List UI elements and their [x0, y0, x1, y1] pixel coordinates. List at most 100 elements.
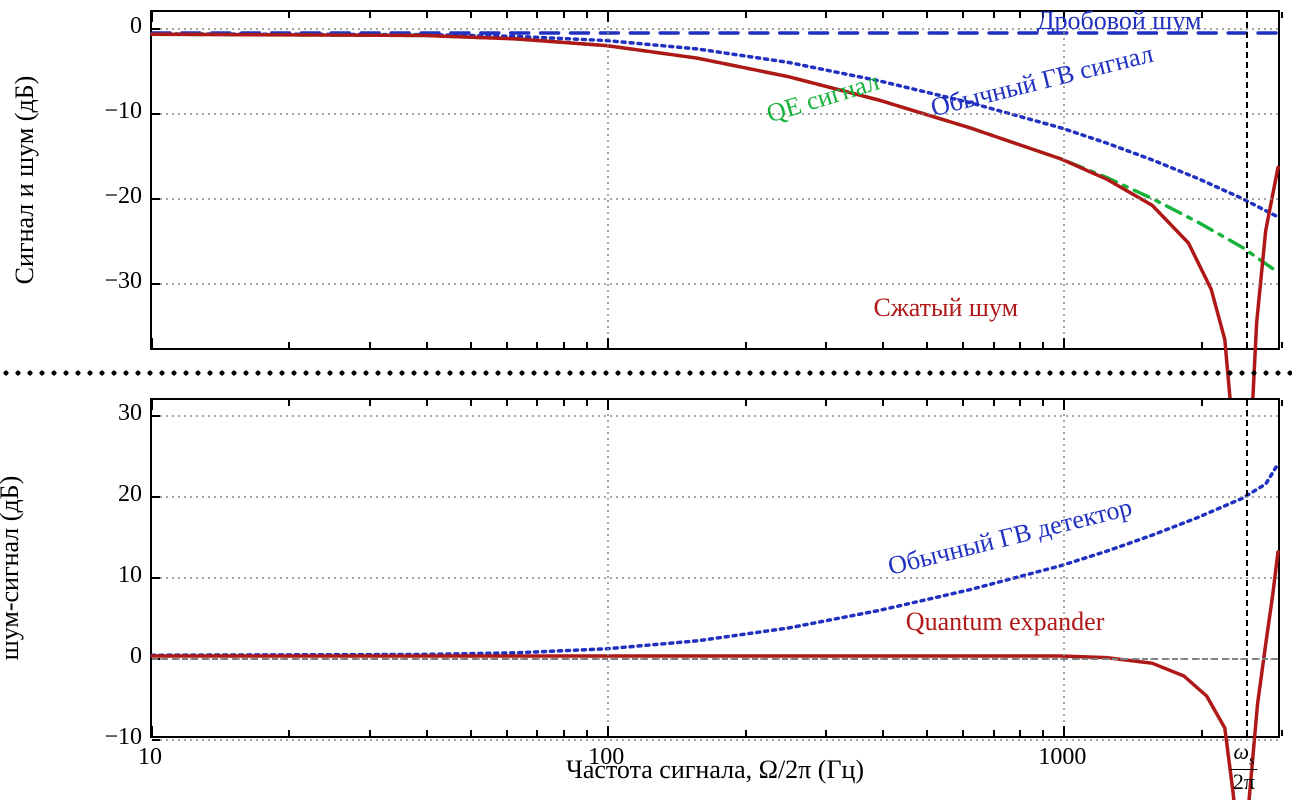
omega-s-marker-line	[1246, 400, 1248, 736]
x-minor-tick	[993, 730, 995, 736]
x-minor-tick	[1042, 730, 1044, 736]
x-minor-tick	[1042, 342, 1044, 348]
x-minor-tick	[470, 730, 472, 736]
gridline-v	[607, 12, 609, 348]
y-tick-label: 30	[118, 400, 142, 427]
x-minor-tick	[1201, 400, 1203, 406]
panel-divider	[0, 370, 1292, 376]
x-minor-tick	[882, 400, 884, 406]
figure: Дробовой шумОбычный ГВ сигналQE сигналСж…	[0, 0, 1292, 800]
x-minor-tick	[926, 730, 928, 736]
gridline-v	[607, 400, 609, 736]
x-minor-tick	[288, 12, 290, 18]
x-tick-label: 10	[138, 744, 162, 771]
y-axis-title-line: шум-сигнал (дБ)	[0, 398, 25, 738]
y-tick-label: 0	[130, 13, 142, 40]
x-minor-tick	[536, 342, 538, 348]
x-minor-tick	[926, 342, 928, 348]
x-minor-tick	[1019, 342, 1021, 348]
x-minor-tick	[586, 400, 588, 406]
x-minor-tick	[536, 730, 538, 736]
x-minor-tick	[369, 342, 371, 348]
y-tick-label: −30	[104, 268, 142, 295]
y-tick	[152, 283, 160, 285]
bottom-plot: Обычный ГВ детекторQuantum expander	[150, 398, 1280, 738]
y-tick	[152, 739, 160, 741]
x-minor-tick	[745, 12, 747, 18]
x-tick-label: 100	[588, 744, 624, 771]
zero-line	[152, 658, 1278, 660]
x-tick	[607, 400, 609, 410]
x-minor-tick	[926, 400, 928, 406]
x-minor-tick	[962, 342, 964, 348]
x-minor-tick	[506, 400, 508, 406]
gridline-h	[152, 577, 1278, 579]
x-tick	[607, 726, 609, 736]
x-minor-tick	[825, 400, 827, 406]
y-tick-label: 10	[118, 562, 142, 589]
top-plot: Дробовой шумОбычный ГВ сигналQE сигналСж…	[150, 10, 1280, 350]
y-tick-label: −20	[104, 183, 142, 210]
x-minor-tick	[586, 730, 588, 736]
x-minor-tick	[369, 730, 371, 736]
omega-s-marker-line	[1246, 12, 1248, 348]
omega-s-marker-label: ωs2π	[1230, 740, 1257, 793]
x-minor-tick	[563, 730, 565, 736]
x-minor-tick	[1281, 730, 1283, 736]
x-minor-tick	[506, 342, 508, 348]
y-tick-label: 20	[118, 481, 142, 508]
x-minor-tick	[882, 342, 884, 348]
y-tick	[152, 28, 160, 30]
x-minor-tick	[745, 400, 747, 406]
x-minor-tick	[426, 400, 428, 406]
bottom-y-axis-title: Соотношениешум-сигнал (дБ)	[0, 398, 25, 738]
x-minor-tick	[563, 12, 565, 18]
x-minor-tick	[1201, 730, 1203, 736]
x-minor-tick	[506, 12, 508, 18]
x-minor-tick	[1042, 400, 1044, 406]
x-minor-tick	[825, 342, 827, 348]
gridline-h	[152, 198, 1278, 200]
x-minor-tick	[563, 342, 565, 348]
x-minor-tick	[825, 730, 827, 736]
x-minor-tick	[1019, 400, 1021, 406]
y-tick-label: 0	[130, 643, 142, 670]
x-minor-tick	[926, 12, 928, 18]
x-minor-tick	[882, 12, 884, 18]
x-minor-tick	[1019, 730, 1021, 736]
x-minor-tick	[1281, 400, 1283, 406]
x-minor-tick	[882, 730, 884, 736]
x-minor-tick	[825, 12, 827, 18]
x-minor-tick	[1201, 342, 1203, 348]
series-label-shot-noise: Дробовой шум	[1037, 6, 1202, 36]
x-minor-tick	[586, 12, 588, 18]
x-tick	[607, 338, 609, 348]
y-tick-label: −10	[104, 98, 142, 125]
gridline-v	[1063, 400, 1065, 736]
x-tick	[607, 12, 609, 22]
x-minor-tick	[536, 400, 538, 406]
x-minor-tick	[993, 342, 995, 348]
x-minor-tick	[962, 12, 964, 18]
series-conventional-gw-detector	[152, 464, 1278, 655]
bottom-plot-curves	[152, 400, 1278, 736]
x-minor-tick	[288, 730, 290, 736]
x-minor-tick	[470, 400, 472, 406]
x-minor-tick	[426, 342, 428, 348]
x-minor-tick	[993, 12, 995, 18]
series-label-quantum-expander: Quantum expander	[906, 607, 1105, 637]
x-tick	[151, 12, 153, 22]
x-minor-tick	[563, 400, 565, 406]
x-tick	[1063, 400, 1065, 410]
x-minor-tick	[288, 400, 290, 406]
gridline-h	[152, 415, 1278, 417]
x-minor-tick	[1281, 12, 1283, 18]
y-tick	[152, 415, 160, 417]
x-minor-tick	[993, 400, 995, 406]
x-minor-tick	[1019, 12, 1021, 18]
x-minor-tick	[586, 342, 588, 348]
x-minor-tick	[470, 342, 472, 348]
gridline-h	[152, 113, 1278, 115]
x-minor-tick	[470, 12, 472, 18]
x-tick	[1063, 726, 1065, 736]
